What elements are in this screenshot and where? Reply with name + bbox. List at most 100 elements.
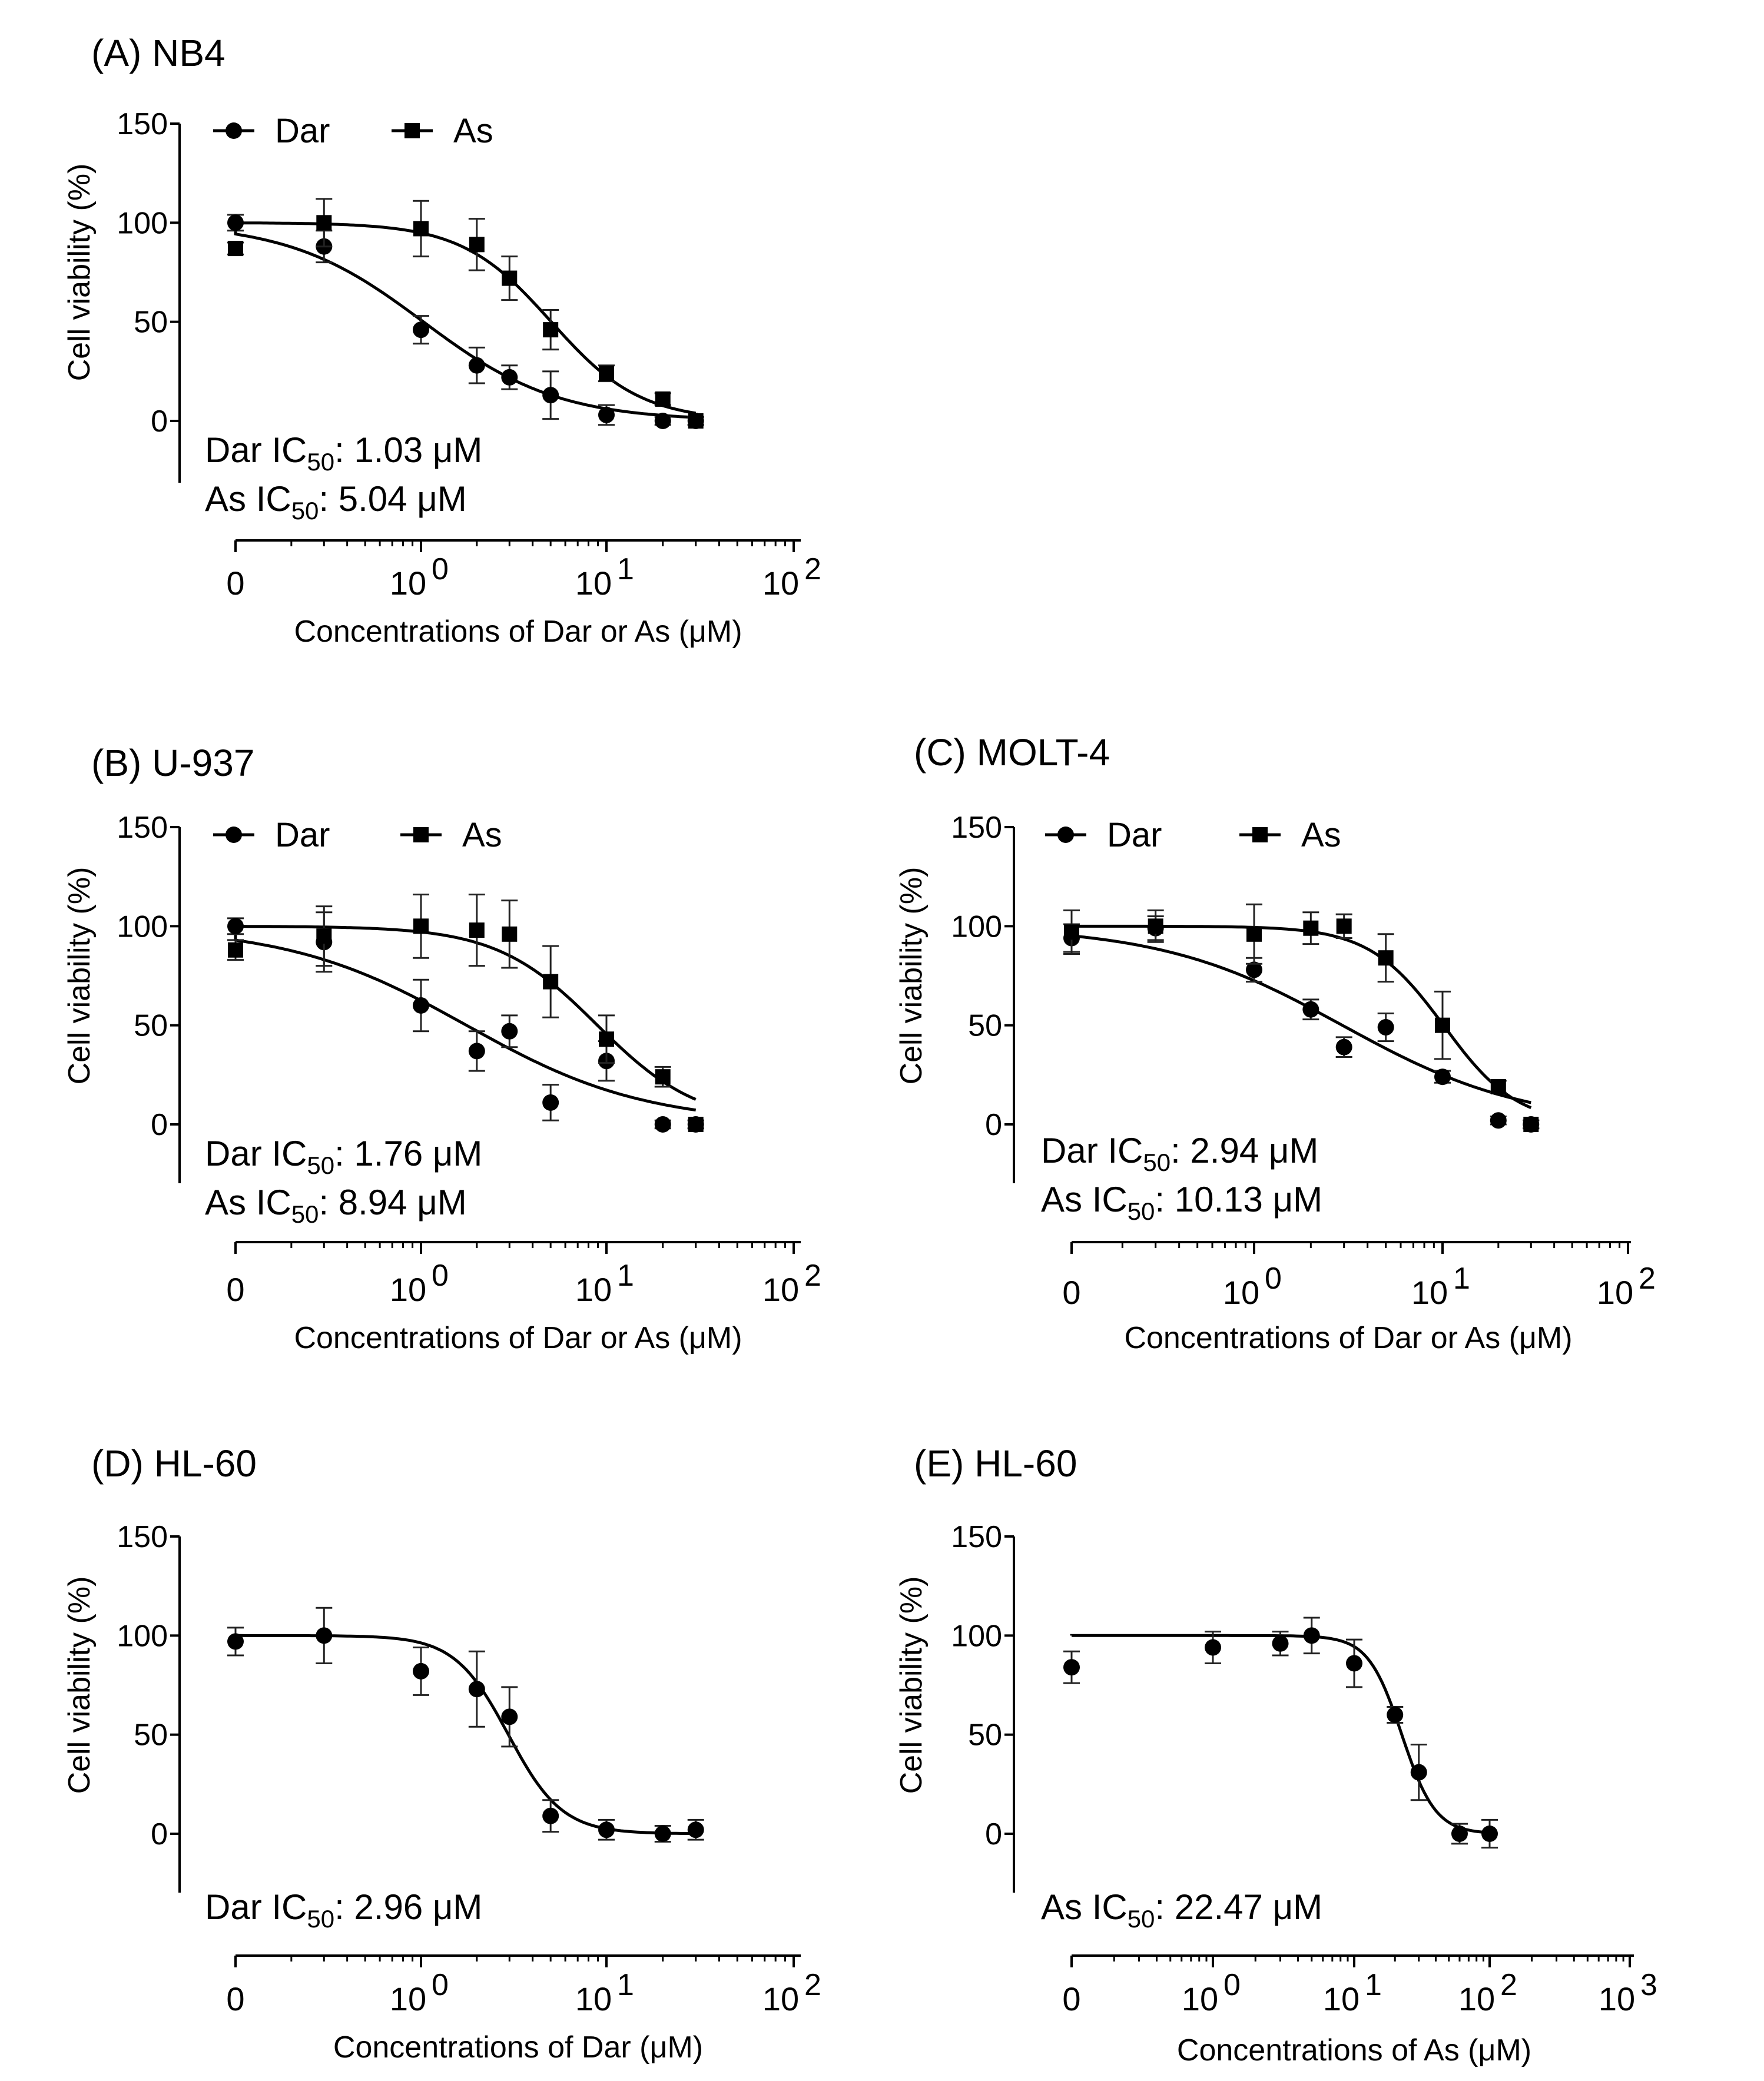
ic50-subscript: 50 bbox=[307, 1905, 334, 1933]
x-axis-title: Concentrations of Dar or As (μM) bbox=[294, 1321, 742, 1355]
ic50-annotation: As IC50: 10.13 μM bbox=[1041, 1180, 1322, 1225]
data-point-circle bbox=[542, 387, 559, 404]
ic50-value: : 1.03 μM bbox=[334, 430, 482, 470]
ic50-value: : 22.47 μM bbox=[1155, 1887, 1322, 1927]
x-tick-exponent: 1 bbox=[617, 1259, 634, 1293]
ic50-annotation: Dar IC50: 1.03 μM bbox=[205, 430, 482, 476]
data-point-square bbox=[1246, 926, 1262, 942]
legend-label: As bbox=[453, 112, 493, 150]
data-point-square bbox=[543, 974, 559, 990]
ic50-annotation: Dar IC50: 1.76 μM bbox=[205, 1134, 482, 1179]
data-point-square bbox=[1435, 1017, 1450, 1033]
legend-circle-marker bbox=[226, 827, 242, 843]
x-tick-label: 0 bbox=[1062, 1980, 1080, 2017]
data-point-square bbox=[655, 1069, 671, 1085]
x-tick-label: 10 bbox=[390, 1271, 426, 1308]
x-tick-label: 10 bbox=[575, 1271, 612, 1308]
ic50-annotation: As IC50: 8.94 μM bbox=[205, 1183, 467, 1228]
data-point-square bbox=[469, 922, 485, 938]
legend-label: Dar bbox=[275, 816, 330, 854]
x-axis-title: Concentrations of Dar (μM) bbox=[333, 2030, 703, 2065]
fitted-curve-as bbox=[234, 925, 697, 1101]
ic50-label: Dar IC bbox=[205, 430, 307, 470]
ic50-subscript: 50 bbox=[291, 497, 319, 525]
x-tick-exponent: 0 bbox=[1223, 1968, 1241, 2002]
data-point-square bbox=[316, 928, 332, 944]
data-point-circle bbox=[1205, 1639, 1221, 1656]
x-tick-label: 10 bbox=[1599, 1980, 1635, 2017]
data-point-circle bbox=[468, 357, 485, 374]
data-point-square bbox=[228, 942, 243, 958]
data-point-circle bbox=[654, 1826, 671, 1842]
data-point-square bbox=[502, 926, 518, 942]
ic50-annotation: Dar IC50: 2.94 μM bbox=[1041, 1131, 1318, 1176]
data-point-square bbox=[1336, 918, 1352, 934]
fitted-curve-dar bbox=[234, 930, 697, 1112]
data-point-circle bbox=[1387, 1707, 1404, 1723]
x-tick-label: 10 bbox=[1223, 1274, 1259, 1311]
data-point-circle bbox=[501, 369, 518, 386]
y-axis-title: Cell viability (%) bbox=[894, 867, 929, 1085]
data-point-circle bbox=[1302, 1001, 1319, 1018]
data-point-circle bbox=[687, 1821, 704, 1838]
fitted-curve-dar bbox=[1070, 928, 1531, 1104]
x-tick-label: 10 bbox=[762, 1980, 799, 2017]
data-point-square bbox=[599, 1031, 614, 1047]
data-point-square bbox=[543, 322, 559, 338]
ic50-value: : 5.04 μM bbox=[319, 479, 466, 519]
y-tick-label: 150 bbox=[117, 1520, 168, 1554]
y-tick-label: 0 bbox=[151, 1817, 168, 1851]
y-tick-label: 100 bbox=[951, 910, 1002, 944]
panel-title: (A) NB4 bbox=[91, 32, 226, 74]
ic50-label: As IC bbox=[205, 1183, 291, 1222]
y-tick-label: 100 bbox=[117, 1619, 168, 1653]
data-point-square bbox=[1378, 950, 1394, 966]
data-point-square bbox=[1148, 918, 1163, 934]
x-tick-label: 0 bbox=[226, 565, 244, 602]
x-tick-label: 10 bbox=[1458, 1980, 1495, 2017]
y-axis-title: Cell viability (%) bbox=[894, 1576, 929, 1794]
ic50-subscript: 50 bbox=[1143, 1149, 1171, 1176]
x-tick-exponent: 1 bbox=[617, 1968, 634, 2002]
legend-label: Dar bbox=[275, 112, 330, 150]
ic50-label: As IC bbox=[205, 479, 291, 519]
y-tick-label: 150 bbox=[117, 811, 168, 845]
ic50-subscript: 50 bbox=[1128, 1197, 1155, 1225]
data-point-square bbox=[1523, 1117, 1539, 1132]
data-point-circle bbox=[413, 321, 429, 338]
x-tick-label: 10 bbox=[575, 565, 612, 602]
y-tick-label: 100 bbox=[117, 910, 168, 944]
x-tick-label: 0 bbox=[226, 1271, 244, 1308]
x-tick-exponent: 1 bbox=[617, 552, 634, 586]
panel-title: (D) HL-60 bbox=[91, 1442, 257, 1485]
x-tick-label: 10 bbox=[762, 1271, 799, 1308]
x-tick-label: 10 bbox=[1411, 1274, 1448, 1311]
data-point-circle bbox=[1303, 1627, 1320, 1644]
y-tick-label: 100 bbox=[117, 206, 168, 240]
ic50-label: Dar IC bbox=[205, 1134, 307, 1173]
x-tick-exponent: 0 bbox=[432, 552, 449, 586]
x-tick-exponent: 0 bbox=[1265, 1262, 1282, 1296]
fitted-curve-as bbox=[234, 221, 697, 415]
data-point-circle bbox=[654, 1116, 671, 1133]
fitted-curve-as bbox=[1070, 1634, 1490, 1834]
x-tick-label: 0 bbox=[226, 1980, 244, 2017]
panel-title: (C) MOLT-4 bbox=[914, 731, 1110, 774]
ic50-value: : 2.96 μM bbox=[334, 1887, 482, 1927]
ic50-annotation: As IC50: 22.47 μM bbox=[1041, 1887, 1322, 1933]
x-tick-exponent: 0 bbox=[432, 1259, 449, 1293]
y-axis-title: Cell viability (%) bbox=[62, 164, 97, 381]
data-point-circle bbox=[1335, 1038, 1352, 1056]
x-tick-exponent: 2 bbox=[804, 1259, 821, 1293]
data-point-square bbox=[655, 391, 671, 407]
x-tick-label: 10 bbox=[1323, 1980, 1360, 2017]
ic50-subscript: 50 bbox=[1128, 1905, 1155, 1933]
ic50-subscript: 50 bbox=[307, 1151, 334, 1179]
x-tick-label: 10 bbox=[762, 565, 799, 602]
x-tick-exponent: 2 bbox=[804, 1968, 821, 2002]
data-point-circle bbox=[413, 997, 429, 1014]
data-point-circle bbox=[1410, 1764, 1427, 1781]
